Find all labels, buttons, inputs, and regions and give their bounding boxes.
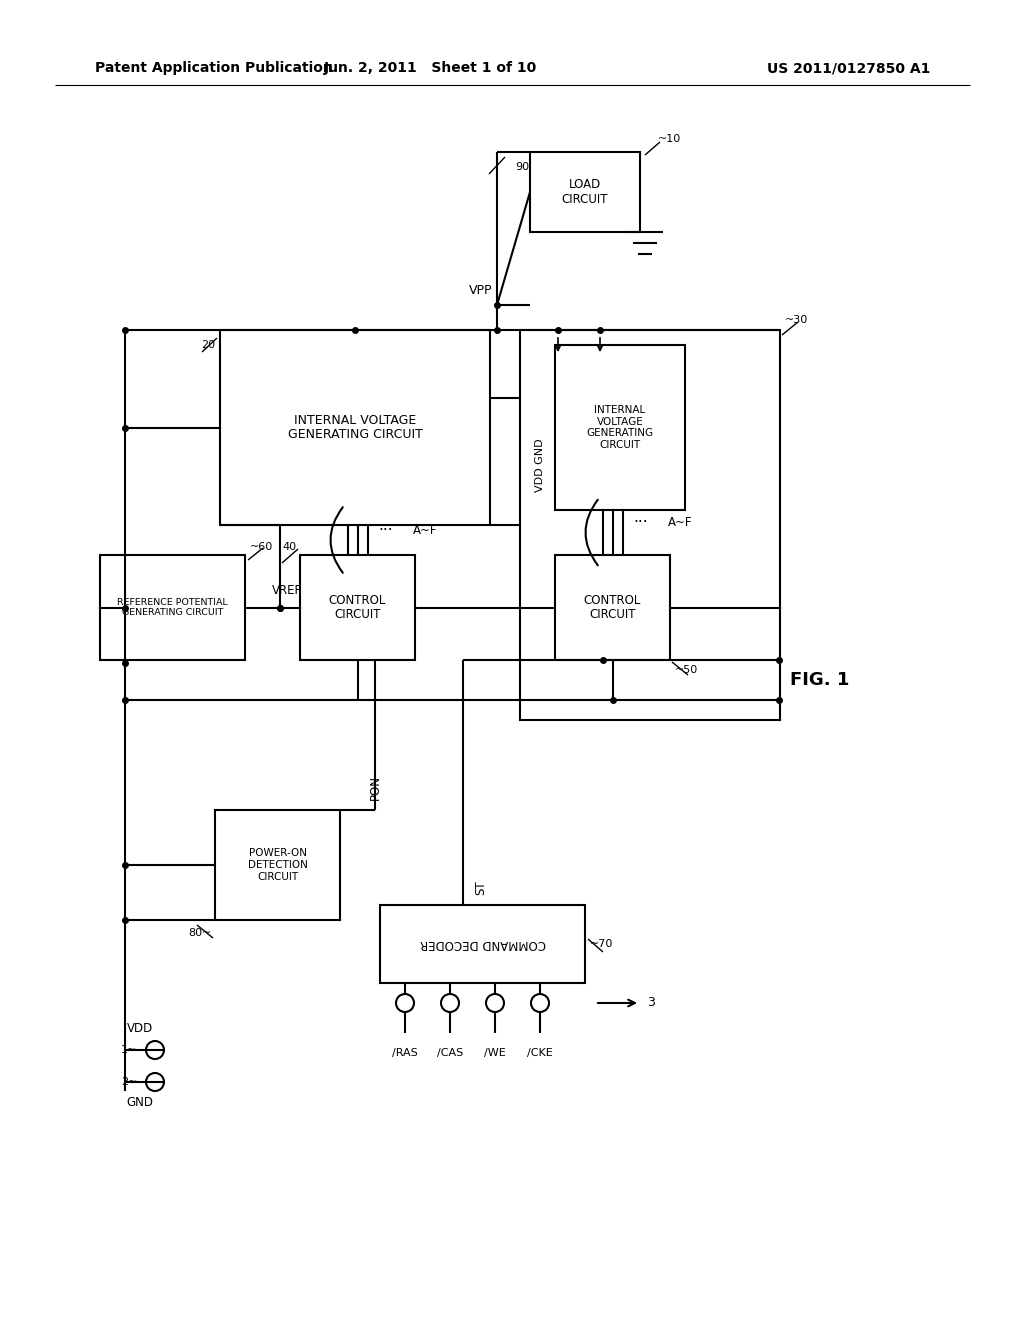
Text: ...: ... bbox=[633, 510, 648, 525]
Text: REFERENCE POTENTIAL
GENERATING CIRCUIT: REFERENCE POTENTIAL GENERATING CIRCUIT bbox=[117, 598, 228, 618]
Text: A~F: A~F bbox=[668, 516, 692, 529]
Text: 3: 3 bbox=[647, 997, 655, 1010]
Bar bbox=[555, 345, 685, 510]
Bar bbox=[530, 152, 640, 232]
Text: ...: ... bbox=[378, 517, 393, 532]
Text: /WE: /WE bbox=[484, 1048, 506, 1059]
Text: GND: GND bbox=[127, 1096, 154, 1109]
Bar bbox=[520, 330, 780, 719]
Bar bbox=[215, 810, 340, 920]
Text: ~30: ~30 bbox=[785, 315, 808, 325]
Text: Patent Application Publication: Patent Application Publication bbox=[95, 61, 333, 75]
Text: INTERNAL
VOLTAGE
GENERATING
CIRCUIT: INTERNAL VOLTAGE GENERATING CIRCUIT bbox=[587, 405, 653, 450]
Text: 90: 90 bbox=[515, 162, 529, 172]
Text: ST: ST bbox=[474, 880, 487, 895]
Text: 80~: 80~ bbox=[188, 928, 212, 939]
Text: 40: 40 bbox=[283, 543, 297, 552]
Bar bbox=[380, 906, 585, 983]
Text: ~10: ~10 bbox=[658, 135, 681, 144]
Text: POWER-ON
DETECTION
CIRCUIT: POWER-ON DETECTION CIRCUIT bbox=[248, 849, 307, 882]
Text: VPP: VPP bbox=[469, 284, 492, 297]
Bar bbox=[100, 554, 245, 660]
Text: FIG. 1: FIG. 1 bbox=[791, 671, 850, 689]
Text: COMMAND DECODER: COMMAND DECODER bbox=[420, 937, 546, 950]
Text: ~70: ~70 bbox=[590, 939, 613, 949]
Text: ~50: ~50 bbox=[675, 665, 698, 675]
Text: US 2011/0127850 A1: US 2011/0127850 A1 bbox=[767, 61, 930, 75]
Text: 1~: 1~ bbox=[121, 1045, 137, 1055]
Text: VDD: VDD bbox=[127, 1022, 154, 1035]
Text: ~60: ~60 bbox=[250, 543, 273, 552]
Text: LOAD
CIRCUIT: LOAD CIRCUIT bbox=[562, 178, 608, 206]
Bar bbox=[220, 330, 490, 525]
Text: A~F: A~F bbox=[413, 524, 437, 536]
Text: VREF: VREF bbox=[272, 585, 302, 598]
Bar bbox=[555, 554, 670, 660]
Bar bbox=[300, 554, 415, 660]
Text: /CKE: /CKE bbox=[527, 1048, 553, 1059]
Text: Jun. 2, 2011   Sheet 1 of 10: Jun. 2, 2011 Sheet 1 of 10 bbox=[324, 61, 537, 75]
Text: 2~: 2~ bbox=[121, 1077, 137, 1086]
Text: 20: 20 bbox=[201, 341, 215, 350]
Text: INTERNAL VOLTAGE
GENERATING CIRCUIT: INTERNAL VOLTAGE GENERATING CIRCUIT bbox=[288, 413, 423, 441]
Text: PON: PON bbox=[369, 775, 382, 800]
Text: CONTROL
CIRCUIT: CONTROL CIRCUIT bbox=[584, 594, 641, 622]
Text: VDD GND: VDD GND bbox=[535, 438, 545, 492]
Text: /CAS: /CAS bbox=[437, 1048, 463, 1059]
Text: CONTROL
CIRCUIT: CONTROL CIRCUIT bbox=[329, 594, 386, 622]
Text: /RAS: /RAS bbox=[392, 1048, 418, 1059]
